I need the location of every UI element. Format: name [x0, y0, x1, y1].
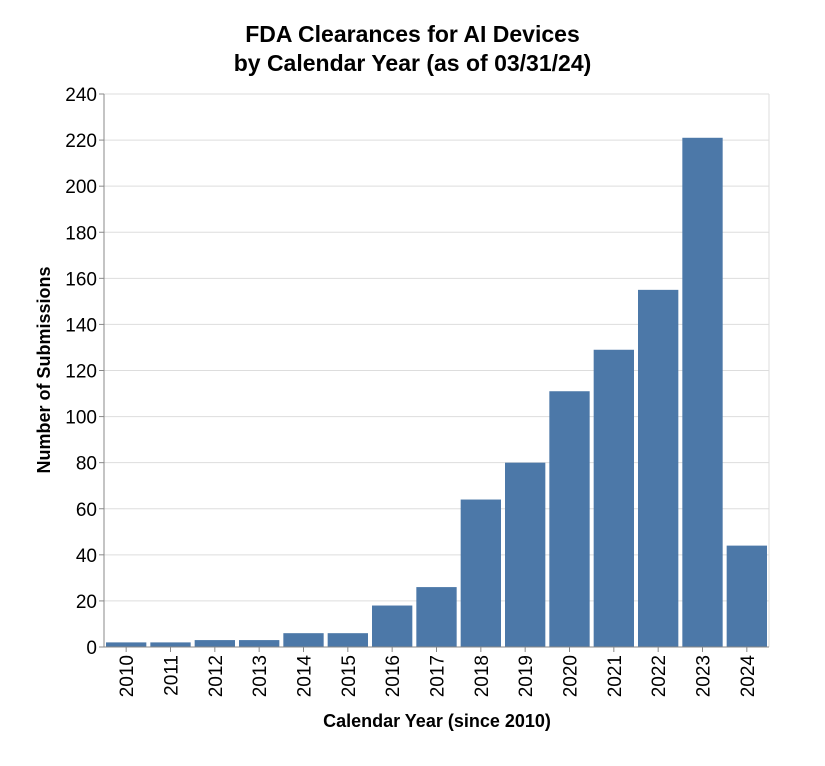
bar-2019 [505, 462, 546, 647]
x-tick-label: 2018 [472, 655, 493, 697]
bar-2011 [150, 642, 191, 647]
x-tick-label: 2024 [738, 655, 759, 698]
y-tick-label: 180 [65, 223, 97, 244]
bar-2012 [194, 640, 235, 647]
bar-2017 [416, 587, 457, 647]
y-tick-label: 160 [65, 269, 97, 290]
x-tick-label: 2013 [250, 655, 271, 697]
bar-2020 [549, 391, 590, 647]
x-tick-label: 2021 [605, 655, 626, 697]
y-tick-label: 20 [76, 592, 97, 613]
bar-2018 [460, 499, 501, 647]
y-tick-label: 140 [65, 315, 97, 336]
chart-title: FDA Clearances for AI Devices by Calenda… [0, 20, 825, 78]
x-tick-label: 2020 [561, 655, 582, 697]
y-tick-label: 40 [76, 546, 97, 567]
x-axis: 2010 2011 2012 2013 2014 2015 2016 2017 2018 2019… [104, 646, 769, 698]
y-tick-label: 60 [76, 500, 97, 521]
y-tick-label: 80 [76, 454, 97, 475]
bar-2013 [239, 640, 280, 647]
x-tick-label: 2017 [428, 655, 449, 697]
y-tick-label: 220 [65, 131, 97, 152]
bars [106, 137, 767, 647]
chart-title-line-1: FDA Clearances for AI Devices [245, 21, 580, 47]
bar-2016 [372, 605, 413, 647]
bar-2021 [593, 349, 634, 647]
bar-2010 [106, 642, 147, 647]
y-axis-label: Number of Submissions [34, 266, 54, 473]
x-axis-label: Calendar Year (since 2010) [323, 711, 551, 731]
x-tick-label: 2023 [694, 655, 715, 697]
y-tick-label: 240 [65, 85, 97, 106]
x-tick-label: 2010 [117, 655, 138, 697]
y-tick-label: 200 [65, 177, 97, 198]
bar-2024 [726, 545, 767, 647]
x-tick-label: 2014 [295, 655, 316, 698]
y-tick-label: 120 [65, 362, 97, 383]
y-tick-label: 100 [65, 408, 97, 429]
x-tick-label: 2011 [162, 655, 183, 696]
bar-2015 [327, 633, 368, 647]
x-tick-label: 2015 [339, 655, 360, 697]
bar-2023 [682, 137, 723, 647]
chart-title-line-2: by Calendar Year (as of 03/31/24) [233, 50, 592, 76]
y-axis: 0 20 40 60 80 100 120 140 160 180 200 220 240 [65, 85, 105, 659]
bar-2014 [283, 633, 324, 647]
x-tick-label: 2012 [206, 655, 227, 697]
bar-2022 [638, 289, 679, 647]
y-tick-label: 0 [86, 638, 97, 659]
x-tick-label: 2016 [383, 655, 404, 697]
x-tick-label: 2022 [649, 655, 670, 697]
x-tick-label: 2019 [516, 655, 537, 697]
